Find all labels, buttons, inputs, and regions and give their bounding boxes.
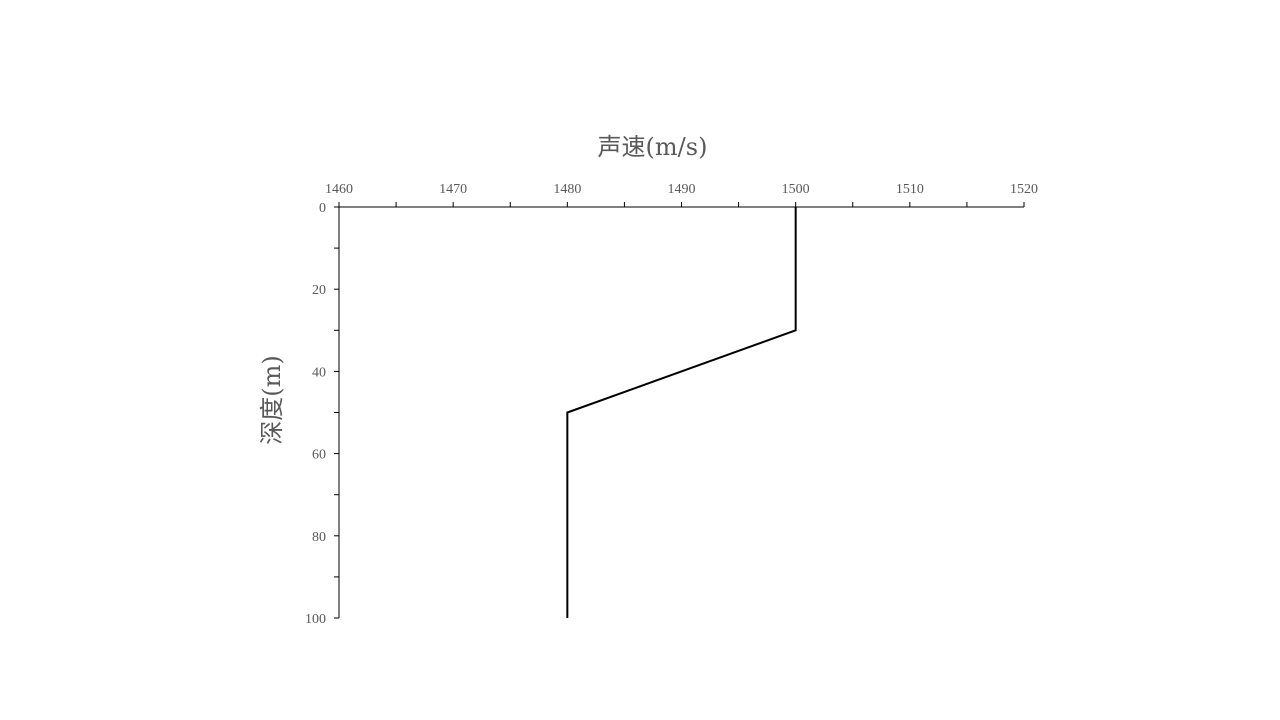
x-tick-label: 1470 xyxy=(439,182,467,197)
plot-area xyxy=(566,207,797,618)
y-tick-label: 0 xyxy=(319,201,326,216)
y-tick-label: 40 xyxy=(312,365,326,380)
axes: 1460 1470 1480 1490 1500 1510 1520 0 20 40 60 80 100 xyxy=(305,182,1038,627)
x-tick-label: 1480 xyxy=(553,182,581,197)
x-tick-label: 1520 xyxy=(1010,182,1038,197)
y-tick-label: 100 xyxy=(305,612,326,627)
x-tick-label: 1460 xyxy=(325,182,353,197)
y-tick-label: 60 xyxy=(312,448,326,463)
y-tick-label: 80 xyxy=(312,530,326,545)
y-axis-title: 深度(m) xyxy=(258,355,286,444)
x-tick-label: 1490 xyxy=(668,182,696,197)
x-axis-title: 声速(m/s) xyxy=(598,133,708,161)
series-line xyxy=(566,207,797,618)
x-tick-label: 1510 xyxy=(896,182,924,197)
x-tick-label: 1500 xyxy=(782,182,810,197)
y-tick-label: 20 xyxy=(312,283,326,298)
